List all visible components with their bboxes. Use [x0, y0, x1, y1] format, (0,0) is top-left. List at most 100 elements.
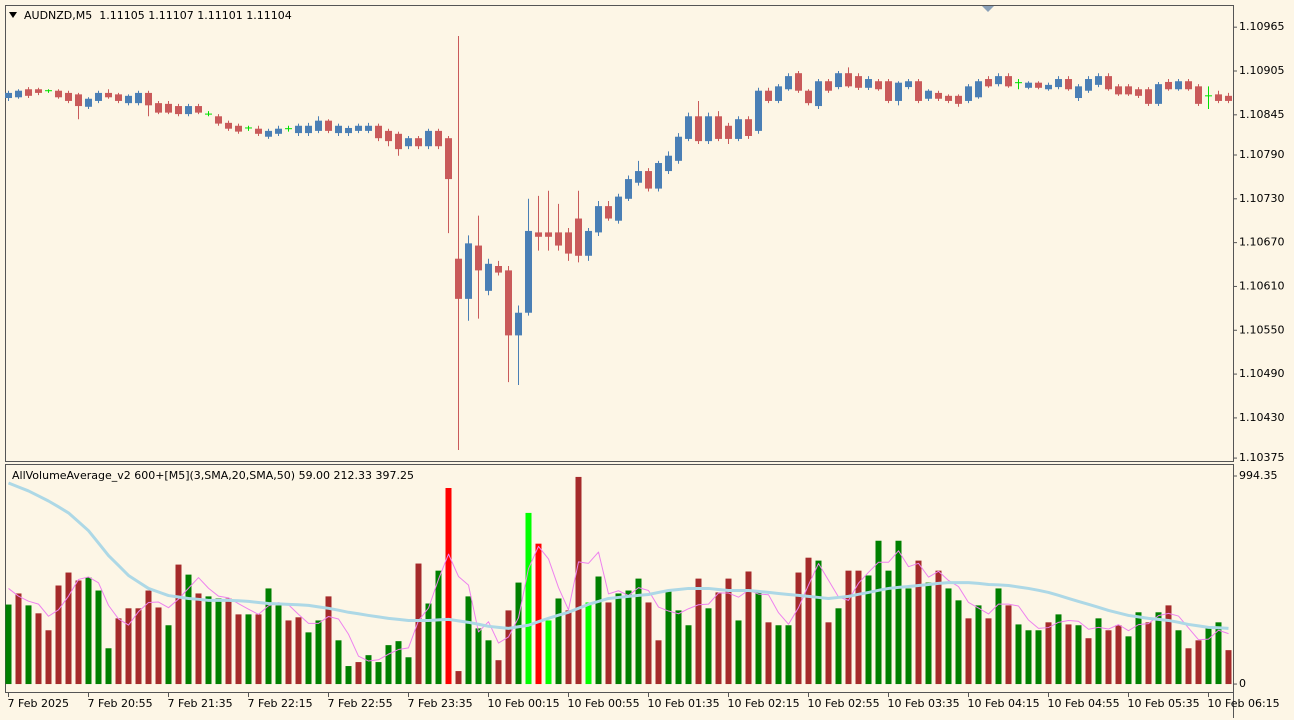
volume-bar: [165, 625, 172, 685]
axes: 1.10965 1.10905 1.10845 1.10790 1.10730 1.106…: [8, 20, 1285, 710]
candle-body: [145, 92, 152, 106]
volume-bar: [5, 604, 12, 685]
volume-bar: [475, 628, 482, 685]
volume-bar: [1085, 638, 1092, 685]
volume-bar: [825, 622, 832, 685]
candle-body: [965, 86, 972, 101]
volume-bar: [115, 618, 122, 685]
candle-body: [765, 90, 772, 101]
volume-bar: [415, 563, 422, 685]
volume-bar: [485, 640, 492, 685]
volume-bar: [735, 620, 742, 685]
candle-body: [785, 76, 792, 90]
candle-body: [385, 130, 392, 142]
candle-body: [845, 73, 852, 87]
candle-body: [5, 92, 12, 99]
y-tick-label: 1.10905: [1239, 64, 1285, 77]
candle-body: [1055, 79, 1062, 88]
candle-body: [55, 90, 62, 98]
candle-body: [415, 138, 422, 147]
candle-body: [1095, 76, 1102, 85]
candle-body: [265, 130, 272, 137]
volume-bar: [1095, 618, 1102, 685]
volume-bar: [605, 602, 612, 685]
volume-bar: [75, 580, 82, 685]
price-panel-frame: [5, 5, 1234, 462]
x-tick-label: 10 Feb 05:35: [1128, 697, 1200, 710]
average-line: [7, 481, 1229, 630]
volume-bar: [1125, 636, 1132, 685]
candle-body: [865, 79, 872, 88]
volume-bar: [365, 655, 372, 685]
candle-body: [365, 125, 372, 131]
volume-bar: [495, 660, 502, 685]
candle-body: [855, 76, 862, 88]
candle-body: [485, 263, 492, 291]
volume-bar: [575, 476, 582, 685]
candle-body: [585, 230, 592, 256]
candle-body: [1195, 86, 1202, 104]
volume-bar: [235, 614, 242, 685]
volume-bar: [1225, 650, 1232, 685]
candle-body: [1145, 89, 1152, 104]
volume-bar: [1155, 612, 1162, 685]
candle-body: [695, 116, 702, 142]
volume-bar: [1055, 614, 1062, 685]
y-tick-label: 1.10845: [1239, 108, 1285, 121]
x-tick-label: 7 Feb 2025: [8, 697, 69, 710]
volume-bar: [795, 572, 802, 685]
candle-body: [445, 138, 452, 180]
x-tick-label: 7 Feb 22:15: [248, 697, 313, 710]
y-tick-label: 1.10790: [1239, 148, 1285, 161]
collapse-arrow[interactable]: [9, 12, 17, 18]
volume-bar: [175, 564, 182, 685]
volume-bar: [1035, 630, 1042, 685]
candle-body: [1115, 86, 1122, 95]
candle-body: [1125, 86, 1132, 95]
volume-bar: [585, 602, 592, 685]
volume-bar: [345, 666, 352, 685]
candle-body: [185, 106, 192, 115]
candle-body: [745, 119, 752, 136]
x-tick-label: 10 Feb 01:35: [648, 697, 720, 710]
candle-body: [155, 103, 162, 113]
volume-bar: [35, 613, 42, 685]
candle-body: [665, 155, 672, 172]
volume-bar: [915, 560, 922, 685]
candle-body: [125, 95, 132, 104]
volume-bar: [865, 575, 872, 685]
candle-body: [295, 125, 302, 134]
x-tick-label: 10 Feb 06:15: [1208, 697, 1280, 710]
symbol-title: AUDNZD,M5 1.11105 1.11107 1.11101 1.1110…: [24, 9, 292, 22]
volume-bar: [285, 620, 292, 685]
volume-bar: [195, 593, 202, 685]
volume-bar: [705, 608, 712, 685]
candle-body: [355, 125, 362, 131]
candle-body: [345, 127, 352, 134]
candle-body: [685, 116, 692, 139]
volume-bar: [1195, 640, 1202, 685]
volume-bar: [845, 570, 852, 685]
volume-bar: [1075, 625, 1082, 685]
x-tick-label: 10 Feb 02:15: [728, 697, 800, 710]
indicator-title: AllVolumeAverage_v2 600+[M5](3,SMA,20,SM…: [12, 469, 414, 482]
shift-marker[interactable]: [982, 6, 994, 12]
volume-bar: [15, 593, 22, 685]
candle-body: [725, 125, 732, 139]
candle-body: [995, 76, 1002, 85]
volume-bar: [615, 593, 622, 685]
candle-body: [565, 232, 572, 254]
candle-body: [775, 86, 782, 101]
candle-body: [275, 128, 282, 134]
volume-bar: [875, 540, 882, 685]
volume-bar: [515, 582, 522, 685]
candle-body: [1135, 89, 1142, 96]
volume-bar: [545, 620, 552, 685]
volume-bar: [945, 588, 952, 685]
candle-body: [165, 103, 172, 113]
candle-body: [75, 94, 82, 107]
volume-bar: [25, 605, 32, 685]
candle-body: [95, 92, 102, 101]
